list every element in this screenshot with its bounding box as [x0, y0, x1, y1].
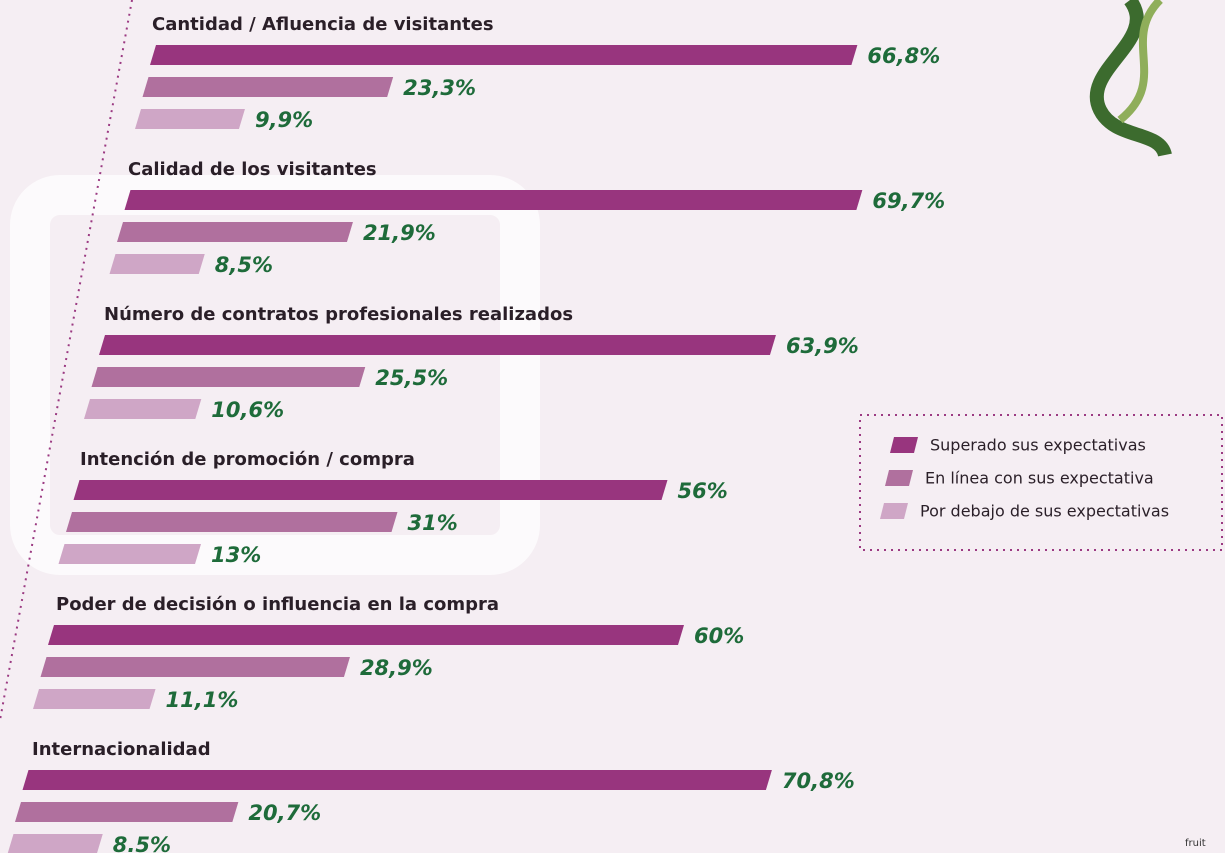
value-label: 13% [211, 543, 261, 567]
bar [150, 45, 858, 65]
bar [124, 190, 863, 210]
value-label: 8.5% [113, 833, 171, 853]
category-label: Calidad de los visitantes [128, 159, 377, 180]
value-label: 66,8% [867, 44, 940, 68]
value-label: 70,8% [782, 769, 855, 793]
bar [22, 770, 772, 790]
value-label: 31% [408, 511, 458, 535]
bar [84, 399, 202, 419]
bar [99, 335, 776, 355]
value-label: 25,5% [375, 366, 448, 390]
value-label: 20,7% [248, 801, 321, 825]
category-label: Cantidad / Afluencia de visitantes [152, 14, 494, 35]
bar [48, 625, 684, 645]
bar [58, 544, 201, 564]
value-label: 9,9% [255, 108, 313, 132]
bar [73, 480, 668, 500]
legend-label: Superado sus expectativas [930, 436, 1146, 455]
value-label: 60% [694, 624, 744, 648]
category-label: Internacionalidad [32, 739, 211, 760]
bar [33, 689, 156, 709]
value-label: 63,9% [786, 334, 859, 358]
legend-swatch [890, 437, 918, 453]
value-label: 69,7% [872, 189, 945, 213]
value-label: 28,9% [360, 656, 433, 680]
value-label: 56% [678, 479, 728, 503]
bar [40, 657, 350, 677]
footer-logo: fruit [1185, 838, 1206, 849]
bar [109, 254, 205, 274]
bar [66, 512, 398, 532]
bar [135, 109, 245, 129]
legend-swatch [885, 470, 913, 486]
dna-decoration [1089, 0, 1172, 158]
category-label: Intención de promoción / compra [80, 449, 415, 470]
category-label: Poder de decisión o influencia en la com… [56, 594, 499, 615]
category-label: Número de contratos profesionales realiz… [104, 304, 573, 325]
value-label: 23,3% [403, 76, 476, 100]
legend-label: En línea con sus expectativa [925, 469, 1154, 488]
value-label: 21,9% [363, 221, 436, 245]
bar [7, 834, 103, 853]
bar [15, 802, 239, 822]
value-label: 8,5% [215, 253, 273, 277]
bar [117, 222, 353, 242]
bar [142, 77, 394, 97]
legend-label: Por debajo de sus expectativas [920, 502, 1169, 521]
legend-swatch [880, 503, 908, 519]
value-label: 10,6% [211, 398, 284, 422]
value-label: 11,1% [166, 688, 239, 712]
bar [91, 367, 366, 387]
diagonal-guide [0, 0, 133, 721]
